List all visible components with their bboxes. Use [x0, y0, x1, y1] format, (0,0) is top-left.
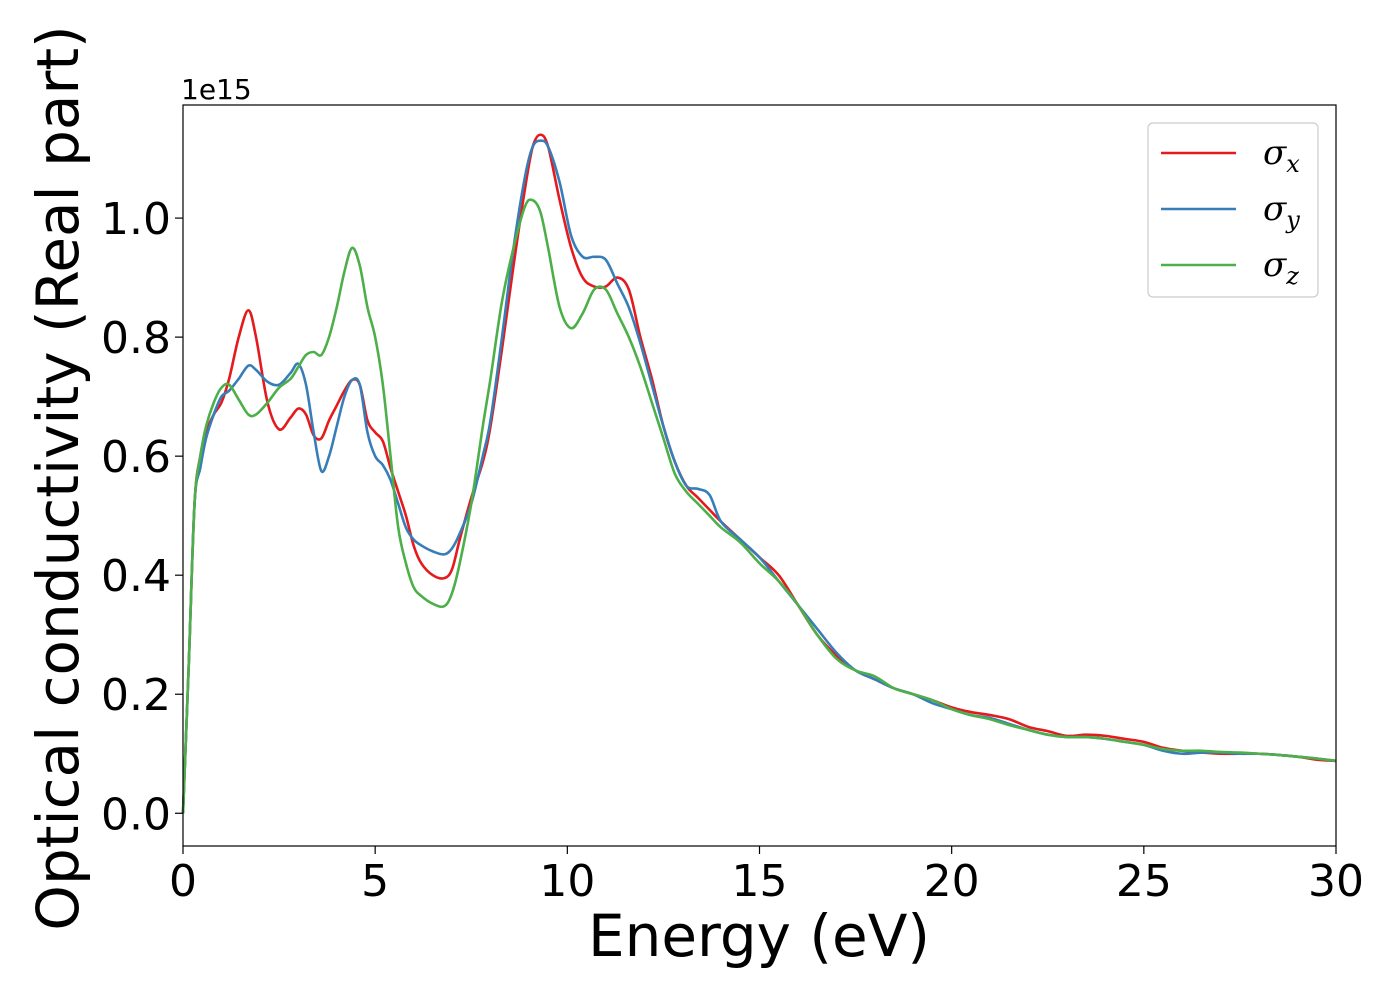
y-tick-label: 0.0: [101, 789, 171, 840]
y-tick-label: 0.2: [101, 670, 171, 721]
series-layer: [181, 133, 1337, 814]
y-tick-label: 0.4: [101, 551, 171, 602]
y-axis-ticks: 0.0 0.2 0.4 0.6 0.8 1.0: [101, 194, 183, 840]
series-line-z: [181, 198, 1337, 814]
x-tick-label: 0: [169, 856, 197, 907]
legend: σx σy σz: [1147, 122, 1319, 298]
x-tick-label: 20: [924, 856, 980, 907]
x-axis-ticks: 0 5 10 15 20 25 30: [169, 846, 1364, 907]
x-axis-title: Energy (eV): [588, 902, 930, 970]
x-tick-label: 10: [539, 856, 595, 907]
x-tick-label: 30: [1308, 856, 1364, 907]
series-line-x: [181, 133, 1337, 814]
legend-label-x: σx: [1263, 133, 1300, 178]
x-tick-label: 15: [732, 856, 788, 907]
legend-label-y: σy: [1263, 189, 1300, 234]
x-tick-label: 5: [361, 856, 389, 907]
y-tick-label: 0.8: [101, 313, 171, 364]
y-tick-label: 0.6: [101, 432, 171, 483]
x-tick-label: 25: [1116, 856, 1172, 907]
y-tick-label: 1.0: [101, 194, 171, 245]
legend-label-z: σz: [1263, 245, 1299, 290]
y-offset-label: 1e15: [181, 73, 252, 106]
y-axis-title: Optical conductivity (Real part): [24, 25, 92, 930]
